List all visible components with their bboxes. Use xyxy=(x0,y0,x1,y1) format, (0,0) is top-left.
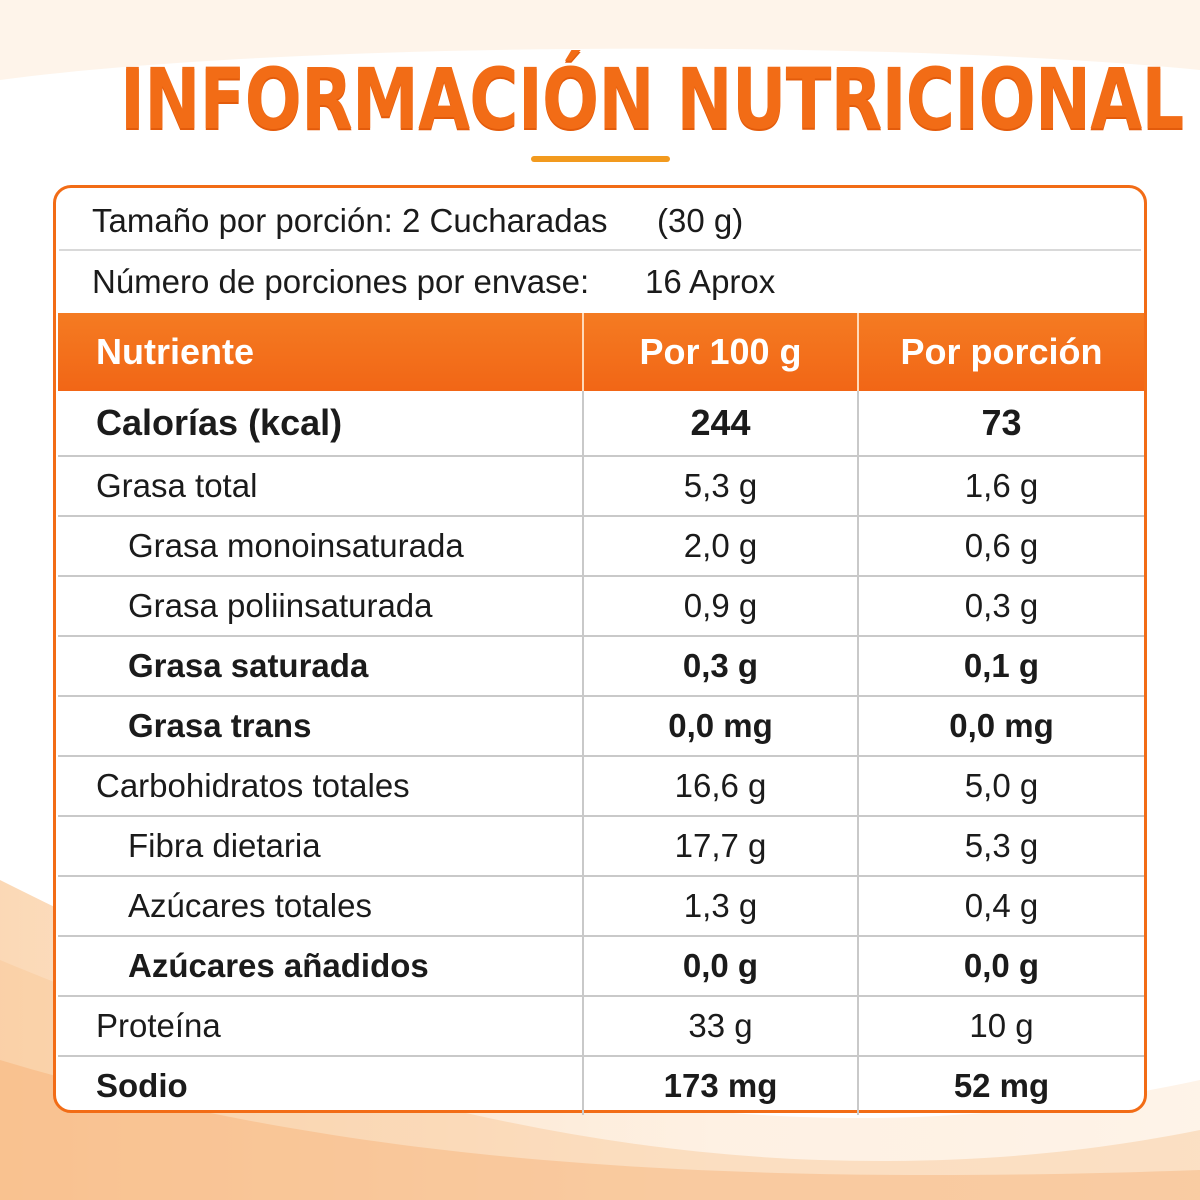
nutrient-name: Proteína xyxy=(58,995,583,1056)
table-row: Grasa poliinsaturada 0,9 g 0,3 g xyxy=(58,575,1144,636)
value-per-serving: 0,6 g xyxy=(857,515,1144,576)
table-row: Grasa monoinsaturada 2,0 g 0,6 g xyxy=(58,515,1144,576)
value-per-100g: 17,7 g xyxy=(582,815,858,876)
value-per-serving: 5,0 g xyxy=(857,755,1144,816)
nutrient-name: Grasa saturada xyxy=(58,635,583,696)
nutrient-name: Grasa trans xyxy=(58,695,583,756)
nutrient-name: Grasa poliinsaturada xyxy=(58,575,583,636)
nutrient-name: Grasa total xyxy=(58,455,583,516)
value-per-100g: 1,3 g xyxy=(582,875,858,936)
value-per-serving: 0,0 g xyxy=(857,935,1144,996)
servings-per-container-row: Número de porciones por envase: 16 Aprox xyxy=(59,253,1141,311)
value-per-100g: 0,9 g xyxy=(582,575,858,636)
value-per-100g: 5,3 g xyxy=(582,455,858,516)
nutrient-name: Azúcares totales xyxy=(58,875,583,936)
servings-count-label: Número de porciones por envase: xyxy=(92,263,590,300)
table-row: Grasa total 5,3 g 1,6 g xyxy=(58,455,1144,516)
value-per-serving: 0,1 g xyxy=(857,635,1144,696)
table-row: Calorías (kcal) 244 73 xyxy=(58,391,1144,456)
serving-size-row: Tamaño por porción: 2 Cucharadas (30 g) xyxy=(59,193,1141,251)
value-per-serving: 5,3 g xyxy=(857,815,1144,876)
value-per-100g: 0,0 g xyxy=(582,935,858,996)
value-per-serving: 52 mg xyxy=(857,1055,1144,1115)
value-per-100g: 16,6 g xyxy=(582,755,858,816)
serving-size-label: Tamaño por porción: 2 Cucharadas xyxy=(92,202,608,239)
page-title: INFORMACIÓN NUTRICIONAL xyxy=(120,50,1184,148)
table-row: Proteína 33 g 10 g xyxy=(58,995,1144,1056)
value-per-100g: 0,3 g xyxy=(582,635,858,696)
header-per-serving: Por porción xyxy=(857,313,1144,391)
table-row: Fibra dietaria 17,7 g 5,3 g xyxy=(58,815,1144,876)
nutrient-name: Fibra dietaria xyxy=(58,815,583,876)
nutrient-name: Grasa monoinsaturada xyxy=(58,515,583,576)
header-per-100g: Por 100 g xyxy=(582,313,858,391)
value-per-serving: 0,4 g xyxy=(857,875,1144,936)
value-per-serving: 0,3 g xyxy=(857,575,1144,636)
table-row: Sodio 173 mg 52 mg xyxy=(58,1055,1144,1115)
table-row: Azúcares totales 1,3 g 0,4 g xyxy=(58,875,1144,936)
table-header: Nutriente Por 100 g Por porción xyxy=(58,313,1144,391)
servings-count-value: 16 Aprox xyxy=(645,263,776,300)
table-row: Carbohidratos totales 16,6 g 5,0 g xyxy=(58,755,1144,816)
value-per-serving: 1,6 g xyxy=(857,455,1144,516)
value-per-serving: 0,0 mg xyxy=(857,695,1144,756)
nutrient-name: Sodio xyxy=(58,1055,583,1115)
nutrient-name: Azúcares añadidos xyxy=(58,935,583,996)
value-per-100g: 2,0 g xyxy=(582,515,858,576)
serving-size-value: (30 g) xyxy=(657,202,744,239)
title-underline xyxy=(531,156,670,162)
value-per-100g: 173 mg xyxy=(582,1055,858,1115)
table-row: Grasa saturada 0,3 g 0,1 g xyxy=(58,635,1144,696)
value-per-serving: 73 xyxy=(857,391,1144,456)
nutrition-table: Nutriente Por 100 g Por porción Calorías… xyxy=(58,313,1144,1115)
value-per-100g: 0,0 mg xyxy=(582,695,858,756)
value-per-serving: 10 g xyxy=(857,995,1144,1056)
nutrient-name: Carbohidratos totales xyxy=(58,755,583,816)
table-row: Azúcares añadidos 0,0 g 0,0 g xyxy=(58,935,1144,996)
value-per-100g: 33 g xyxy=(582,995,858,1056)
nutrition-card: Tamaño por porción: 2 Cucharadas (30 g) … xyxy=(53,185,1147,1115)
nutrient-name: Calorías (kcal) xyxy=(96,402,343,443)
value-per-100g: 244 xyxy=(582,391,858,456)
header-nutrient: Nutriente xyxy=(58,313,583,391)
table-row: Grasa trans 0,0 mg 0,0 mg xyxy=(58,695,1144,756)
